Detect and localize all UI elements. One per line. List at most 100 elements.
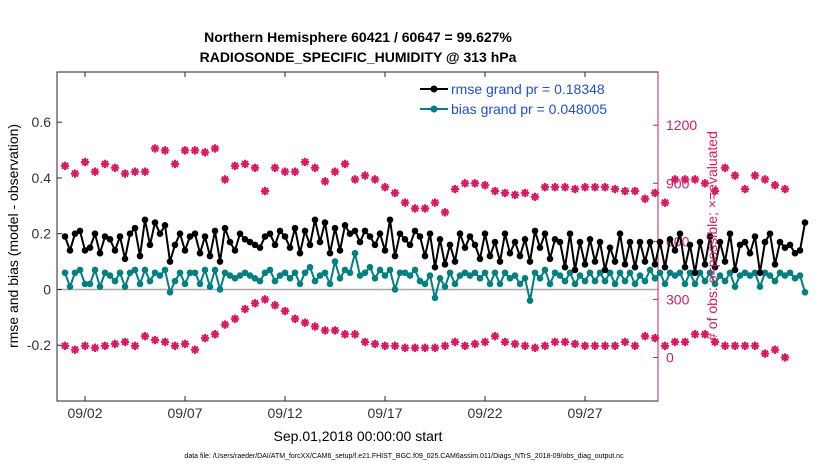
obs-evaluated-marker bbox=[190, 345, 200, 354]
obs-evaluated-marker bbox=[310, 322, 320, 331]
rmse-point bbox=[676, 230, 684, 238]
obs-evaluated-marker bbox=[660, 341, 670, 351]
rmse-point bbox=[336, 247, 344, 254]
bias-point bbox=[796, 272, 804, 279]
obs-evaluated-marker bbox=[740, 341, 750, 351]
rmse-point bbox=[556, 238, 564, 246]
obs-evaluated-marker bbox=[450, 337, 460, 347]
obs-marker-stroke bbox=[351, 175, 359, 184]
obs-marker-stroke bbox=[211, 330, 219, 338]
obs-possible-marker bbox=[260, 186, 270, 196]
rmse-point bbox=[656, 238, 664, 246]
bias-point bbox=[446, 269, 454, 277]
rmse-point bbox=[171, 241, 179, 249]
obs-evaluated-marker bbox=[80, 341, 90, 351]
obs-marker-stroke bbox=[681, 175, 689, 184]
obs-evaluated-marker bbox=[440, 341, 450, 351]
rmse-point bbox=[641, 258, 649, 265]
obs-evaluated-marker bbox=[390, 341, 400, 351]
obs-possible-marker bbox=[700, 179, 710, 188]
rmse-point bbox=[701, 261, 709, 268]
obs-possible-marker bbox=[480, 181, 490, 190]
rmse-point bbox=[746, 249, 754, 257]
rmse-point bbox=[551, 235, 559, 243]
obs-marker-stroke bbox=[771, 181, 779, 189]
rmse-point bbox=[506, 249, 514, 257]
obs-evaluated-marker bbox=[530, 343, 540, 352]
bias-point bbox=[211, 266, 219, 274]
obs-marker-stroke bbox=[551, 183, 559, 191]
obs-marker-stroke bbox=[341, 160, 349, 168]
bias-point bbox=[611, 280, 619, 288]
obs-marker-stroke bbox=[401, 344, 409, 352]
rmse-point bbox=[586, 235, 594, 243]
obs-evaluated-marker bbox=[230, 314, 240, 323]
obs-evaluated-marker bbox=[560, 337, 570, 347]
bias-point bbox=[156, 272, 164, 279]
obs-marker-stroke bbox=[671, 175, 679, 184]
obs-marker-stroke bbox=[61, 342, 69, 350]
bias-point bbox=[461, 269, 469, 277]
rmse-point bbox=[131, 224, 139, 232]
rmse-point bbox=[146, 241, 154, 249]
rmse-point bbox=[291, 224, 299, 232]
rmse-point bbox=[71, 230, 79, 238]
obs-possible-marker bbox=[150, 144, 160, 153]
obs-marker-stroke bbox=[141, 332, 149, 340]
obs-evaluated-marker bbox=[330, 326, 340, 335]
bias-point bbox=[186, 269, 194, 277]
legend-marker bbox=[430, 105, 438, 113]
obs-marker-stroke bbox=[111, 340, 119, 348]
bias-point bbox=[421, 280, 429, 288]
bias-point bbox=[236, 272, 244, 279]
rmse-point bbox=[61, 233, 69, 240]
bias-point bbox=[246, 272, 254, 279]
obs-possible-marker bbox=[450, 184, 460, 194]
obs-marker-stroke bbox=[571, 340, 579, 348]
rmse-point bbox=[316, 238, 324, 246]
obs-evaluated-marker bbox=[300, 318, 310, 327]
obs-marker-stroke bbox=[431, 198, 439, 207]
obs-evaluated-marker bbox=[770, 345, 780, 354]
obs-possible-marker bbox=[100, 159, 110, 169]
rmse-point bbox=[451, 258, 459, 265]
obs-evaluated-marker bbox=[640, 331, 650, 341]
obs-marker-stroke bbox=[311, 322, 319, 331]
obs-evaluated-marker bbox=[260, 295, 270, 304]
bias-point bbox=[546, 280, 554, 288]
obs-possible-marker bbox=[400, 198, 410, 207]
rmse-point bbox=[321, 219, 329, 226]
obs-evaluated-marker bbox=[710, 337, 720, 347]
bias-point bbox=[666, 269, 674, 277]
bias-point bbox=[161, 266, 169, 274]
obs-marker-stroke bbox=[331, 326, 339, 335]
obs-marker-stroke bbox=[161, 146, 169, 155]
bias-point bbox=[786, 269, 794, 277]
obs-evaluated-marker bbox=[370, 339, 380, 349]
obs-possible-marker bbox=[210, 144, 220, 153]
bias-point bbox=[226, 272, 234, 279]
obs-marker-stroke bbox=[421, 204, 429, 213]
bias-point bbox=[166, 288, 174, 296]
rmse-point bbox=[571, 266, 579, 274]
obs-evaluated-marker bbox=[540, 341, 550, 351]
bias-point bbox=[471, 269, 479, 277]
obs-possible-marker bbox=[510, 190, 520, 200]
obs-marker-stroke bbox=[721, 342, 729, 350]
rmse-point bbox=[311, 216, 319, 224]
bias-point bbox=[316, 272, 324, 279]
obs-marker-stroke bbox=[381, 342, 389, 350]
obs-marker-stroke bbox=[311, 164, 319, 172]
obs-evaluated-marker bbox=[360, 337, 370, 347]
y-right-tick-label: 300 bbox=[666, 291, 690, 307]
obs-marker-stroke bbox=[71, 346, 79, 354]
obs-marker-stroke bbox=[301, 158, 309, 166]
obs-marker-stroke bbox=[121, 169, 129, 178]
obs-marker-stroke bbox=[421, 344, 429, 352]
obs-marker-stroke bbox=[741, 342, 749, 350]
rmse-point bbox=[431, 263, 439, 271]
bias-point bbox=[551, 269, 559, 277]
obs-marker-stroke bbox=[681, 338, 689, 346]
obs-marker-stroke bbox=[491, 187, 499, 195]
